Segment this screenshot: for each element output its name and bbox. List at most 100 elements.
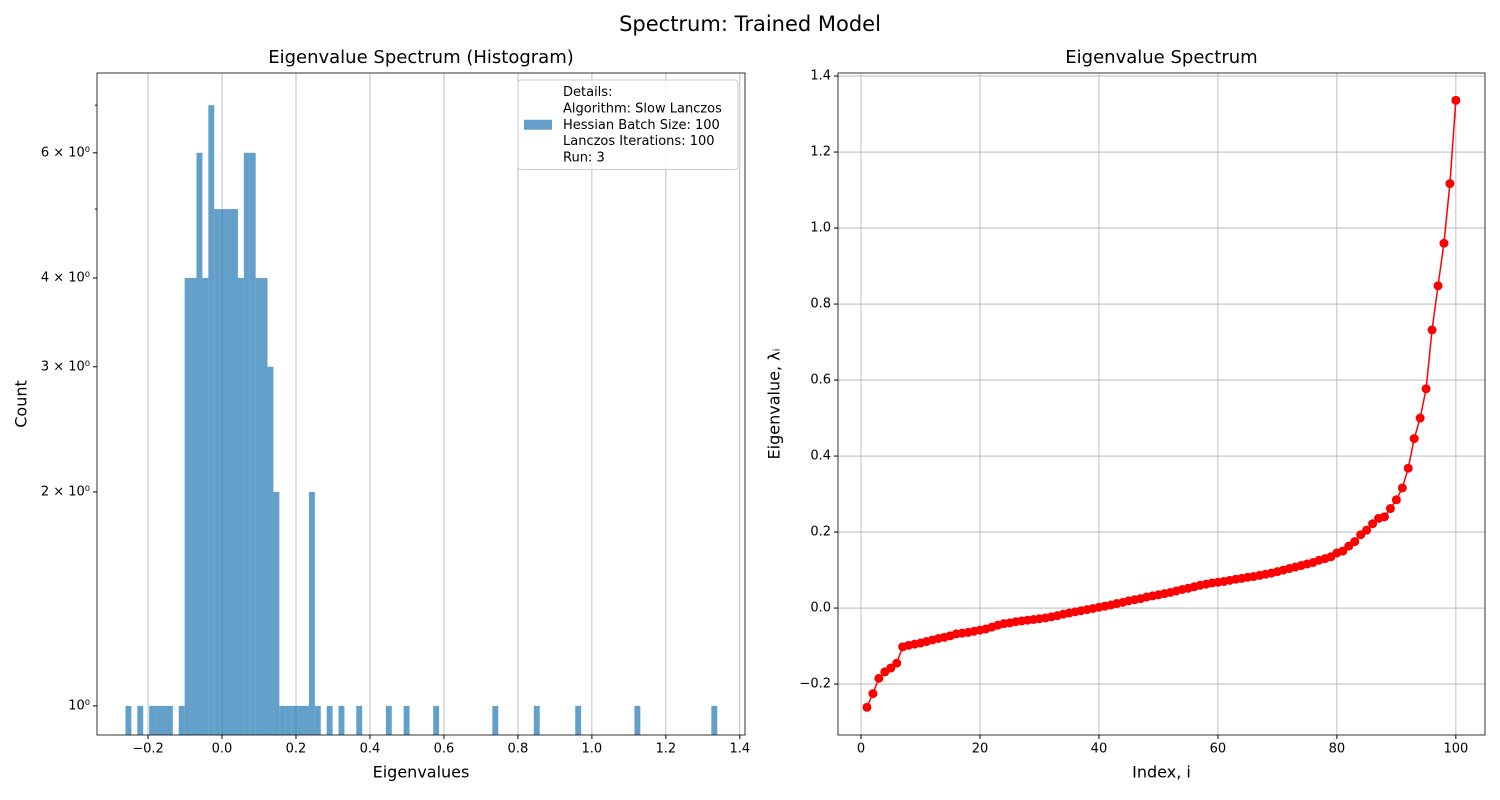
legend-box bbox=[517, 79, 739, 170]
marker bbox=[1368, 519, 1378, 529]
marker bbox=[1439, 238, 1449, 248]
histogram-bar bbox=[220, 209, 227, 735]
marker bbox=[1362, 525, 1372, 535]
chart-title: Eigenvalue Spectrum bbox=[1065, 47, 1257, 68]
marker bbox=[1409, 434, 1419, 444]
y-tick-label: 0.0 bbox=[810, 601, 831, 616]
y-tick-label: 0.8 bbox=[810, 297, 831, 312]
y-tick-label: 4 × 10⁰ bbox=[41, 270, 90, 285]
marker bbox=[1379, 512, 1389, 522]
legend-line: Lanczos Iterations: 100 bbox=[563, 134, 715, 149]
x-tick-label: 80 bbox=[1329, 742, 1346, 757]
y-axis-label: Eigenvalue, λᵢ bbox=[765, 349, 784, 460]
histogram-bar bbox=[160, 705, 167, 735]
histogram-bar bbox=[297, 705, 304, 735]
y-tick-label: −0.2 bbox=[799, 677, 831, 692]
x-tick-label: 0.8 bbox=[508, 742, 529, 757]
marker bbox=[868, 689, 878, 699]
histogram-bar bbox=[261, 277, 268, 735]
figure-title: Spectrum: Trained Model bbox=[619, 12, 881, 36]
histogram-bar bbox=[634, 705, 641, 735]
histogram-bar bbox=[533, 705, 540, 735]
y-tick-label: 0.2 bbox=[810, 525, 831, 540]
histogram-bar bbox=[202, 277, 209, 735]
x-tick-label: 60 bbox=[1210, 742, 1227, 757]
x-axis-label: Eigenvalues bbox=[373, 763, 470, 782]
histogram-bar bbox=[208, 105, 215, 735]
marker bbox=[1445, 179, 1455, 189]
histogram-bar bbox=[303, 705, 309, 735]
y-tick-label: 0.6 bbox=[810, 373, 831, 388]
y-tick-label: 0.4 bbox=[810, 449, 831, 464]
y-tick-label: 10⁰ bbox=[68, 698, 90, 713]
marker bbox=[1385, 504, 1395, 514]
marker bbox=[1451, 95, 1461, 105]
histogram-bar bbox=[356, 705, 363, 735]
histogram-bar bbox=[308, 491, 315, 735]
histogram-bar bbox=[314, 705, 321, 735]
histogram-bar bbox=[711, 705, 718, 735]
histogram-bar bbox=[196, 152, 203, 735]
histogram-bar bbox=[190, 277, 197, 735]
marker bbox=[1427, 325, 1437, 335]
y-axis-label: Count bbox=[12, 380, 31, 428]
histogram-bar bbox=[184, 277, 191, 735]
marker bbox=[874, 673, 884, 683]
x-tick-label: 0 bbox=[857, 742, 865, 757]
legend-line: Run: 3 bbox=[563, 150, 605, 165]
marker bbox=[1421, 384, 1431, 394]
y-tick-label: 1.4 bbox=[810, 69, 831, 84]
histogram-bar bbox=[492, 705, 499, 735]
histogram-bar bbox=[338, 705, 345, 735]
plot-area bbox=[838, 73, 1485, 735]
histogram-bar bbox=[237, 277, 244, 735]
histogram-bar bbox=[149, 705, 156, 735]
x-tick-label: −0.2 bbox=[132, 742, 164, 757]
y-tick-label: 6 × 10⁰ bbox=[41, 145, 90, 160]
histogram-bar bbox=[326, 705, 333, 735]
legend-line: Details: bbox=[563, 85, 612, 100]
legend-label: Details: Algorithm: Slow Lanczos Hessian B… bbox=[563, 85, 722, 165]
x-tick-label: 0.4 bbox=[360, 742, 381, 757]
histogram-bar bbox=[243, 152, 250, 735]
legend-line: Algorithm: Slow Lanczos bbox=[563, 101, 722, 116]
chart-title: Eigenvalue Spectrum (Histogram) bbox=[268, 47, 574, 68]
y-tick-label: 1.2 bbox=[810, 145, 831, 160]
histogram-bar bbox=[232, 209, 238, 735]
axes-frame bbox=[96, 72, 746, 736]
x-tick-label: 1.4 bbox=[729, 742, 750, 757]
x-tick-label: 0.2 bbox=[286, 742, 307, 757]
legend-swatch bbox=[524, 119, 552, 130]
x-axis-label: Index, i bbox=[1132, 763, 1191, 782]
marker bbox=[1350, 537, 1360, 547]
x-tick-label: 1.2 bbox=[656, 742, 677, 757]
y-tick-label: 2 × 10⁰ bbox=[41, 484, 90, 499]
histogram-bar bbox=[575, 705, 582, 735]
legend-line: Hessian Batch Size: 100 bbox=[563, 117, 720, 132]
histogram-bar bbox=[403, 705, 410, 735]
histogram-bar bbox=[178, 705, 185, 735]
histogram-bar bbox=[137, 705, 144, 735]
x-tick-label: 0.0 bbox=[212, 742, 233, 757]
y-tick-label: 3 × 10⁰ bbox=[41, 359, 90, 374]
plot-area bbox=[125, 73, 741, 735]
marker bbox=[1391, 495, 1401, 505]
histogram-bar bbox=[155, 705, 161, 735]
x-tick-label: 0.6 bbox=[434, 742, 455, 757]
marker bbox=[1415, 413, 1425, 423]
marker bbox=[1397, 483, 1407, 493]
marker bbox=[892, 658, 902, 668]
histogram-bar bbox=[267, 366, 274, 735]
axes-frame bbox=[837, 72, 1486, 736]
marker bbox=[1338, 546, 1348, 556]
histogram-bar bbox=[249, 152, 256, 735]
histogram-bar bbox=[433, 705, 440, 735]
histogram-bar bbox=[385, 705, 392, 735]
histogram-bar bbox=[255, 277, 262, 735]
marker bbox=[886, 663, 896, 673]
histogram-bar bbox=[279, 705, 286, 735]
x-tick-label: 20 bbox=[972, 742, 989, 757]
histogram-bar bbox=[166, 705, 173, 735]
x-tick-label: 40 bbox=[1091, 742, 1108, 757]
